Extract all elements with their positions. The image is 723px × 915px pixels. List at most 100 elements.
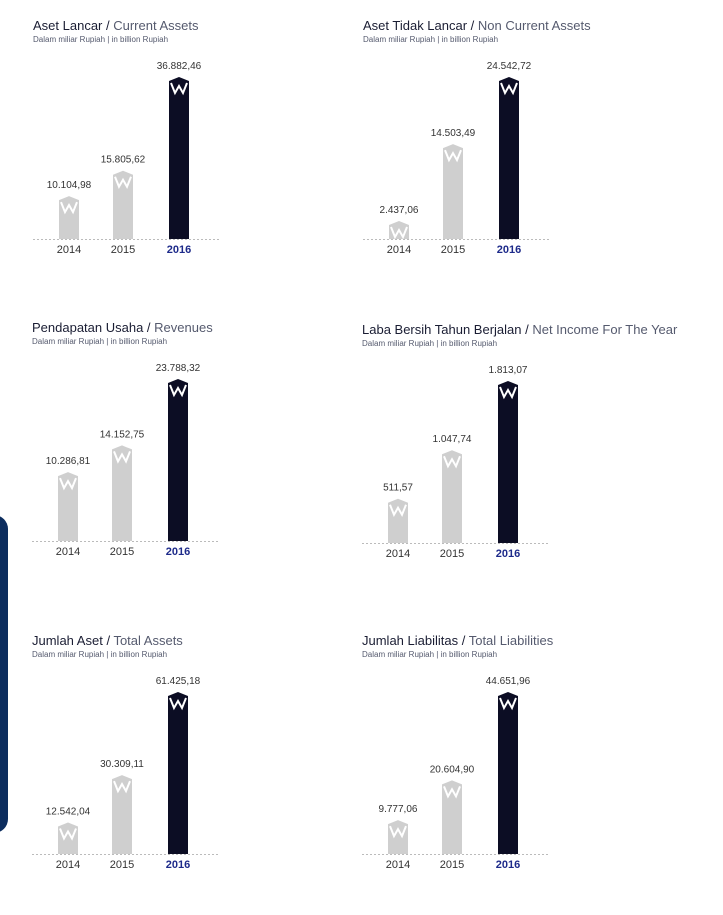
bar-2015 — [442, 450, 462, 543]
bar-body — [58, 472, 78, 541]
w-logo-icon — [59, 828, 77, 841]
chart-subtitle: Dalam miliar Rupiah | in billion Rupiah — [362, 339, 498, 348]
x-tick-label: 2016 — [166, 859, 190, 871]
bar-2016 — [498, 381, 518, 543]
value-label: 10.104,98 — [47, 180, 92, 191]
bar-chart-svg: 10.286,81 2014 14.152,75 2015 23.788,32 2016 — [32, 363, 220, 558]
x-tick-label: 2015 — [110, 859, 134, 871]
value-label: 44.651,96 — [486, 676, 531, 687]
w-logo-icon — [389, 825, 407, 839]
bar-body — [59, 196, 79, 239]
w-logo-icon — [499, 697, 517, 711]
bar-2014 — [59, 196, 79, 239]
value-label: 15.805,62 — [101, 155, 146, 166]
bar-2016 — [499, 77, 519, 239]
chart-title: Aset Tidak Lancar / Non Current Assets — [363, 18, 591, 33]
value-label: 14.503,49 — [431, 128, 476, 139]
chart-revenues: Pendapatan Usaha / Revenues Dalam miliar… — [32, 320, 372, 590]
x-tick-label: 2016 — [496, 859, 520, 871]
w-logo-icon — [170, 82, 188, 96]
w-logo-icon — [444, 149, 462, 163]
value-label: 30.309,11 — [100, 759, 144, 770]
bar-body — [388, 820, 408, 854]
bar-body — [112, 445, 132, 541]
chart-title: Pendapatan Usaha / Revenues — [32, 320, 213, 335]
x-tick-label: 2015 — [110, 546, 134, 558]
chart-non-current-assets: Aset Tidak Lancar / Non Current Assets D… — [363, 18, 703, 288]
value-label: 10.286,81 — [46, 456, 91, 467]
x-tick-label: 2015 — [440, 548, 464, 560]
bar-body — [443, 144, 463, 239]
value-label: 1.047,74 — [433, 434, 472, 445]
value-label: 2.437,06 — [380, 205, 419, 216]
value-label: 20.604,90 — [430, 764, 475, 775]
value-label: 12.542,04 — [46, 807, 91, 818]
bar-2014 — [388, 820, 408, 854]
bar-body — [498, 692, 518, 854]
bar-body — [168, 692, 188, 854]
bar-chart-svg: 2.437,06 2014 14.503,49 2015 24.542,72 2016 — [363, 61, 551, 256]
x-tick-label: 2014 — [57, 244, 81, 256]
w-logo-icon — [499, 386, 517, 400]
w-logo-icon — [59, 477, 77, 491]
bar-body — [442, 450, 462, 543]
x-tick-label: 2015 — [111, 244, 135, 256]
chart-net-income: Laba Bersih Tahun Berjalan / Net Income … — [362, 322, 702, 592]
chart-subtitle: Dalam miliar Rupiah | in billion Rupiah — [362, 650, 498, 659]
w-logo-icon — [443, 785, 461, 799]
bar-body — [442, 780, 462, 854]
side-tab — [0, 515, 8, 833]
bar-chart-svg: 12.542,04 2014 30.309,11 2015 61.425,18 2016 — [32, 676, 220, 871]
bar-2016 — [168, 379, 188, 541]
chart-subtitle: Dalam miliar Rupiah | in billion Rupiah — [32, 650, 168, 659]
bar-2014 — [58, 472, 78, 541]
w-logo-icon — [169, 697, 187, 711]
bar-2015 — [443, 144, 463, 239]
chart-title: Aset Lancar / Current Assets — [33, 18, 199, 33]
bar-body — [113, 170, 133, 239]
bar-body — [499, 77, 519, 239]
bar-2014 — [388, 498, 408, 543]
bar-2016 — [498, 692, 518, 854]
bar-chart-svg: 9.777,06 2014 20.604,90 2015 44.651,96 2016 — [362, 676, 550, 871]
chart-title: Laba Bersih Tahun Berjalan / Net Income … — [362, 322, 678, 337]
bar-body — [112, 775, 132, 854]
chart-title: Jumlah Aset / Total Assets — [32, 633, 183, 648]
x-tick-label: 2014 — [386, 548, 410, 560]
bar-2015 — [112, 775, 132, 854]
w-logo-icon — [443, 455, 461, 469]
x-tick-label: 2015 — [441, 244, 465, 256]
bar-2014 — [58, 822, 78, 854]
x-tick-label: 2015 — [440, 859, 464, 871]
bar-body — [168, 379, 188, 541]
chart-total-liabilities: Jumlah Liabilitas / Total Liabilities Da… — [362, 633, 702, 903]
w-logo-icon — [114, 176, 132, 190]
x-tick-label: 2014 — [387, 244, 411, 256]
value-label: 511,57 — [383, 483, 413, 494]
value-label: 61.425,18 — [156, 676, 201, 687]
x-tick-label: 2016 — [167, 244, 191, 256]
x-tick-label: 2014 — [56, 546, 80, 558]
bar-body — [498, 381, 518, 543]
chart-current-assets: Aset Lancar / Current Assets Dalam milia… — [33, 18, 373, 288]
w-logo-icon — [113, 451, 131, 464]
x-tick-label: 2014 — [386, 859, 410, 871]
chart-subtitle: Dalam miliar Rupiah | in billion Rupiah — [33, 35, 169, 44]
value-label: 24.542,72 — [487, 61, 532, 72]
x-tick-label: 2014 — [56, 859, 80, 871]
value-label: 14.152,75 — [100, 429, 145, 440]
x-tick-label: 2016 — [496, 548, 520, 560]
bar-2016 — [168, 692, 188, 854]
bar-chart-svg: 511,57 2014 1.047,74 2015 1.813,07 2016 — [362, 365, 550, 560]
bar-2015 — [442, 780, 462, 854]
bar-2015 — [113, 170, 133, 239]
w-logo-icon — [500, 82, 518, 96]
bar-2015 — [112, 445, 132, 541]
x-tick-label: 2016 — [497, 244, 521, 256]
value-label: 9.777,06 — [379, 804, 418, 815]
chart-title: Jumlah Liabilitas / Total Liabilities — [362, 633, 554, 648]
w-logo-icon — [169, 384, 187, 398]
chart-subtitle: Dalam miliar Rupiah | in billion Rupiah — [363, 35, 499, 44]
w-logo-icon — [60, 201, 78, 215]
bar-2014 — [389, 221, 409, 240]
